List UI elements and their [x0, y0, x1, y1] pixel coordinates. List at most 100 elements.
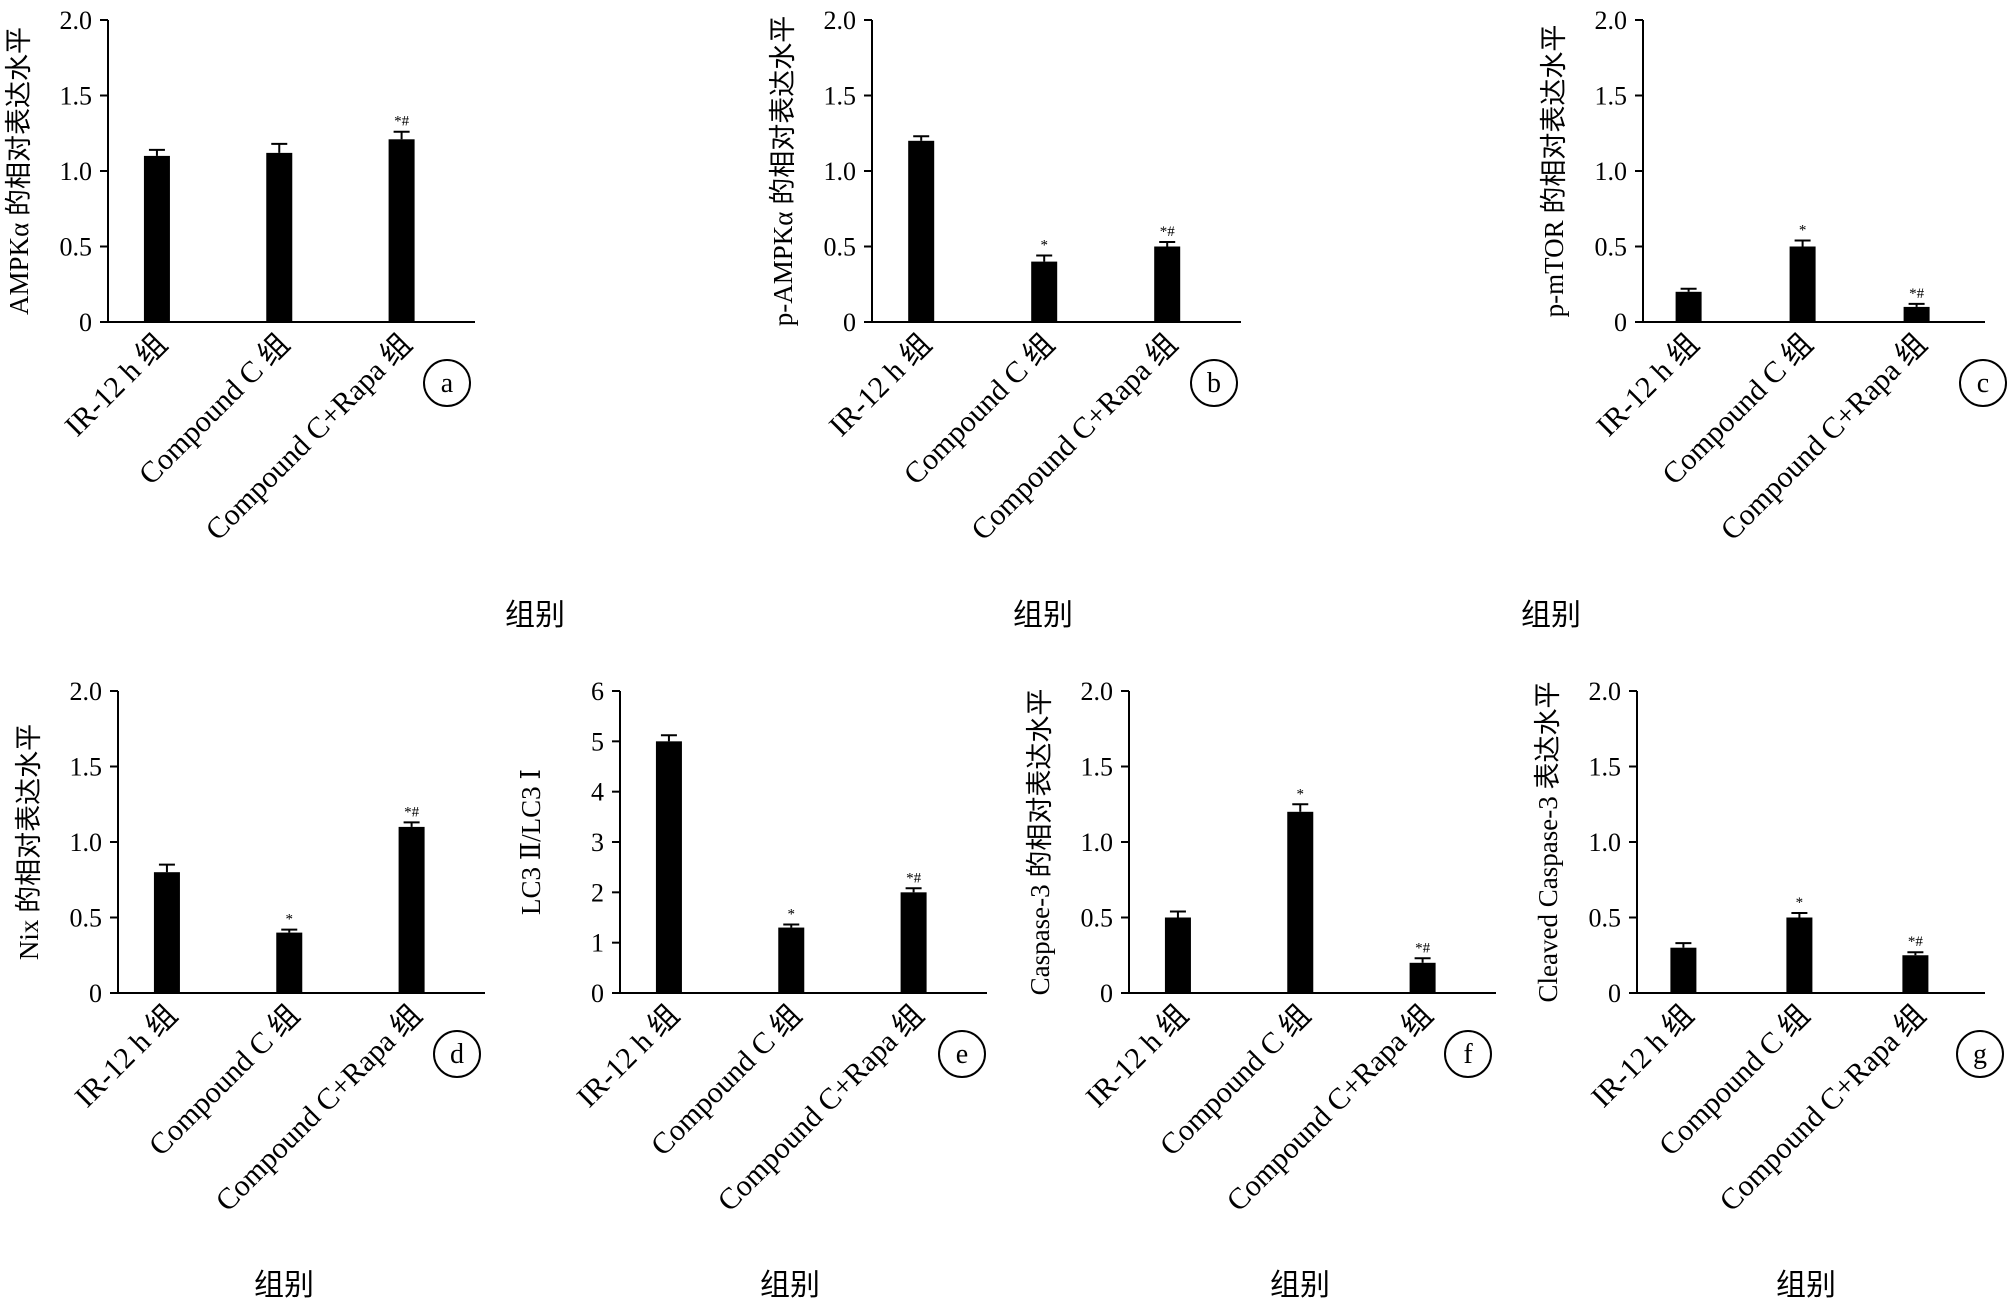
significance-label: *# — [1160, 224, 1176, 240]
y-tick-label: 0 — [1608, 979, 1621, 1008]
bar — [908, 140, 935, 322]
bar — [900, 892, 927, 993]
y-tick-label: 1.0 — [1081, 828, 1114, 857]
bar — [1789, 246, 1816, 322]
panel-b: 0 0.5 1.0 1.5 2.0 p-AMPKα 的相对表达水平 IR-12 h 组 * Co… — [768, 6, 1241, 632]
panel-letter-circle — [1190, 359, 1238, 407]
bar — [1031, 261, 1058, 322]
x-axis-title: 组别 — [760, 1269, 820, 1302]
y-tick-label: 0 — [1614, 308, 1627, 337]
y-tick-label: 2.0 — [1081, 677, 1114, 706]
bar — [1154, 246, 1181, 322]
x-axis-title: 组别 — [254, 1269, 314, 1302]
bar — [398, 826, 425, 993]
panel-letter-circle — [423, 359, 471, 407]
significance-label: *# — [404, 804, 420, 820]
panel-d: 0 0.5 1.0 1.5 2.0 Nix 的相对表达水平 IR-12 h 组 * Compou… — [14, 677, 485, 1302]
y-axis-title: Nix 的相对表达水平 — [14, 724, 44, 960]
x-axis-title: 组别 — [1521, 599, 1581, 632]
y-tick-label: 5 — [591, 727, 604, 756]
panel-letter-circle — [938, 1030, 986, 1078]
significance-label: *# — [1415, 940, 1431, 956]
panel-c: 0 0.5 1.0 1.5 2.0 p-mTOR 的相对表达水平 IR-12 h 组 * Com… — [1521, 6, 2007, 632]
panel-letter: d — [450, 1039, 464, 1070]
y-tick-label: 0.5 — [70, 904, 103, 933]
y-axis-title: p-mTOR 的相对表达水平 — [1539, 25, 1569, 318]
bar — [143, 155, 170, 322]
y-tick-label: 3 — [591, 828, 604, 857]
y-tick-label: 0 — [843, 308, 856, 337]
x-tick-label: Compound C+Rapa 组 — [1713, 999, 1932, 1218]
y-tick-label: 1.0 — [60, 157, 93, 186]
panel-letter: a — [441, 368, 454, 399]
significance-label: * — [1799, 222, 1807, 238]
y-tick-label: 1.0 — [824, 157, 857, 186]
y-axis-title: Caspase-3 的相对表达水平 — [1025, 689, 1055, 996]
significance-label: * — [1040, 238, 1048, 254]
y-tick-label: 0.5 — [1081, 904, 1114, 933]
y-tick-label: 2 — [591, 878, 604, 907]
panel-letter: c — [1977, 368, 1989, 399]
y-axis-title: Cleaved Caspase-3 表达水平 — [1533, 682, 1563, 1003]
y-tick-label: 1.0 — [1589, 828, 1622, 857]
y-tick-label: 1.5 — [70, 753, 103, 782]
bar — [153, 872, 180, 993]
y-tick-label: 1.5 — [1595, 82, 1628, 111]
bar — [1675, 291, 1702, 322]
y-tick-label: 0 — [1100, 979, 1113, 1008]
x-tick-label: IR-12 h 组 — [571, 999, 686, 1114]
bar — [1786, 917, 1813, 993]
significance-label: *# — [906, 870, 922, 886]
panel-g: 0 0.5 1.0 1.5 2.0 Cleaved Caspase-3 表达水平 IR-12… — [1533, 677, 2004, 1302]
x-tick-label: Compound C+Rapa 组 — [1714, 328, 1933, 547]
bar — [778, 927, 805, 993]
y-tick-label: 1.5 — [1081, 753, 1114, 782]
y-tick-label: 1.0 — [70, 828, 103, 857]
y-tick-label: 2.0 — [70, 677, 103, 706]
panel-letter-circle — [1956, 1030, 2004, 1078]
significance-label: * — [788, 907, 796, 923]
panel-letter-circle — [1444, 1030, 1492, 1078]
y-tick-label: 2.0 — [1589, 677, 1622, 706]
x-tick-label: IR-12 h 组 — [1590, 328, 1705, 443]
y-tick-label: 0 — [79, 308, 92, 337]
y-tick-label: 0 — [89, 979, 102, 1008]
x-axis-title: 组别 — [1270, 1269, 1330, 1302]
y-tick-label: 1.5 — [60, 82, 93, 111]
x-tick-label: Compound C+Rapa 组 — [711, 999, 930, 1218]
y-tick-label: 0.5 — [60, 233, 93, 262]
significance-label: * — [1796, 895, 1804, 911]
x-tick-label: IR-12 h 组 — [1585, 999, 1700, 1114]
y-tick-label: 0.5 — [1595, 233, 1628, 262]
x-tick-label: IR-12 h 组 — [823, 328, 938, 443]
bar — [1287, 811, 1314, 993]
y-tick-label: 0 — [591, 979, 604, 1008]
y-tick-label: 1 — [591, 929, 604, 958]
y-tick-label: 0.5 — [1589, 904, 1622, 933]
y-tick-label: 2.0 — [824, 6, 857, 35]
bar — [1164, 917, 1191, 993]
y-tick-label: 1.5 — [824, 82, 857, 111]
y-axis-title: p-AMPKα 的相对表达水平 — [768, 16, 798, 326]
y-axis-title: LC3 Ⅱ/LC3 Ⅰ — [516, 769, 546, 915]
significance-label: *# — [1909, 286, 1925, 302]
x-tick-label: IR-12 h 组 — [69, 999, 184, 1114]
x-tick-label: Compound C+Rapa 组 — [209, 999, 428, 1218]
bar — [1903, 306, 1930, 322]
bar — [1409, 962, 1436, 993]
bar — [388, 139, 415, 322]
panel-letter: e — [956, 1039, 968, 1070]
y-tick-label: 1.0 — [1595, 157, 1628, 186]
y-tick-label: 0.5 — [824, 233, 857, 262]
panel-letter: f — [1463, 1039, 1473, 1070]
panel-a: 0 0.5 1.0 1.5 2.0 AMPKα 的相对表达水平 IR-12 h 组Compo… — [4, 6, 565, 632]
panel-letter: g — [1973, 1039, 1987, 1070]
y-axis-title: AMPKα 的相对表达水平 — [4, 27, 34, 315]
panel-letter-circle — [433, 1030, 481, 1078]
x-axis-title: 组别 — [1776, 1269, 1836, 1302]
x-tick-label: IR-12 h 组 — [59, 328, 174, 443]
bar — [276, 932, 303, 993]
panel-f: 0 0.5 1.0 1.5 2.0 Caspase-3 的相对表达水平 IR-12 h 组 *… — [1025, 677, 1496, 1302]
